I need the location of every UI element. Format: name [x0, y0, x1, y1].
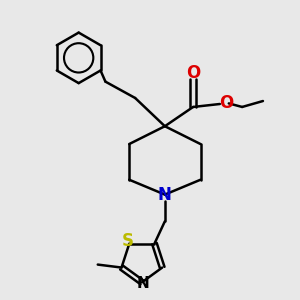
Text: O: O — [219, 94, 233, 112]
Text: O: O — [186, 64, 200, 82]
Text: N: N — [137, 276, 150, 291]
Text: N: N — [158, 186, 172, 204]
Text: S: S — [122, 232, 134, 250]
